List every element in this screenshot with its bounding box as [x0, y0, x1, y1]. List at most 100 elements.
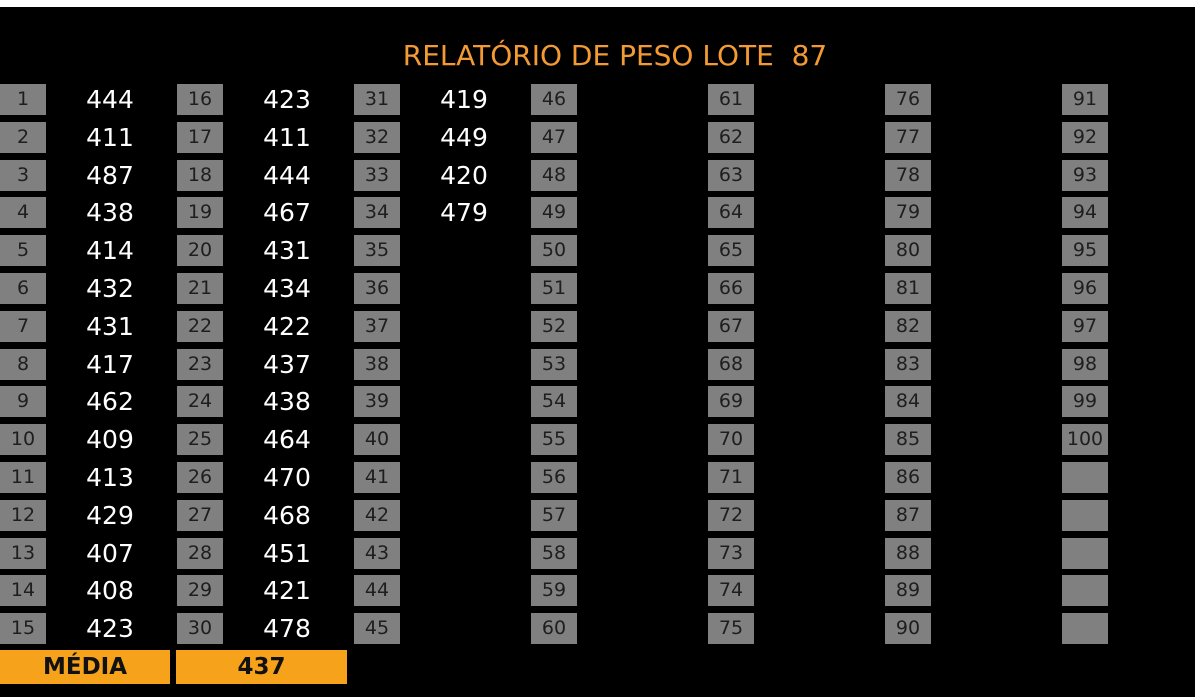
weight-value: 414	[86, 236, 134, 266]
index-cell: 80	[885, 235, 931, 267]
index-cell: 27	[177, 499, 223, 531]
index-cell: 34	[354, 197, 400, 229]
index-cell: 20	[177, 235, 223, 267]
report-screen: RELATÓRIO DE PESO LOTE 87 MÉDIA 437 1 444…	[0, 7, 1195, 697]
index-cell: 82	[885, 310, 931, 342]
index-cell: 29	[177, 575, 223, 607]
index-cell: 48	[531, 159, 577, 191]
index-cell: 49	[531, 197, 577, 229]
index-cell: 94	[1062, 197, 1108, 229]
index-cell: 96	[1062, 273, 1108, 304]
average-label: MÉDIA	[0, 650, 170, 684]
index-cell: 44	[354, 575, 400, 607]
index-cell: 92	[1062, 121, 1108, 153]
index-cell: 61	[708, 84, 754, 115]
index-cell: 59	[531, 575, 577, 607]
weight-value: 409	[86, 425, 134, 455]
index-cell: 43	[354, 537, 400, 569]
index-cell: 100	[1062, 424, 1108, 456]
index-cell: 53	[531, 348, 577, 380]
weight-value: 429	[86, 500, 134, 530]
index-cell: 37	[354, 310, 400, 342]
index-cell: 41	[354, 462, 400, 493]
empty-index-cell	[1062, 575, 1108, 607]
index-cell: 42	[354, 499, 400, 531]
index-cell: 3	[0, 159, 46, 191]
index-cell: 88	[885, 537, 931, 569]
empty-index-cell	[1062, 462, 1108, 493]
index-cell: 32	[354, 121, 400, 153]
weight-value: 434	[263, 274, 311, 303]
index-cell: 85	[885, 424, 931, 456]
weight-value: 479	[440, 198, 488, 228]
weight-value: 422	[263, 311, 311, 341]
weight-value: 462	[86, 387, 134, 417]
index-cell: 19	[177, 197, 223, 229]
index-cell: 5	[0, 235, 46, 267]
index-cell: 22	[177, 310, 223, 342]
weight-value: 417	[86, 349, 134, 379]
index-cell: 62	[708, 121, 754, 153]
index-cell: 78	[885, 159, 931, 191]
index-cell: 6	[0, 273, 46, 304]
weight-value: 438	[86, 198, 134, 228]
index-cell: 70	[708, 424, 754, 456]
weight-value: 411	[263, 122, 311, 152]
index-cell: 17	[177, 121, 223, 153]
empty-index-cell	[1062, 613, 1108, 645]
index-cell: 39	[354, 386, 400, 418]
index-cell: 50	[531, 235, 577, 267]
index-cell: 79	[885, 197, 931, 229]
index-cell: 2	[0, 121, 46, 153]
index-cell: 4	[0, 197, 46, 229]
index-cell: 75	[708, 613, 754, 645]
empty-index-cell	[1062, 499, 1108, 531]
index-cell: 69	[708, 386, 754, 418]
index-cell: 1	[0, 84, 46, 115]
weight-value: 413	[86, 463, 134, 492]
index-cell: 26	[177, 462, 223, 493]
weight-value: 423	[263, 85, 311, 114]
index-cell: 28	[177, 537, 223, 569]
weight-value: 478	[263, 614, 311, 644]
weight-value: 470	[263, 463, 311, 492]
index-cell: 74	[708, 575, 754, 607]
index-cell: 57	[531, 499, 577, 531]
index-cell: 36	[354, 273, 400, 304]
index-cell: 10	[0, 424, 46, 456]
index-cell: 25	[177, 424, 223, 456]
weight-value: 444	[263, 160, 311, 190]
weight-value: 467	[263, 198, 311, 228]
index-cell: 60	[531, 613, 577, 645]
weight-value: 411	[86, 122, 134, 152]
index-cell: 83	[885, 348, 931, 380]
index-cell: 68	[708, 348, 754, 380]
weight-value: 423	[86, 614, 134, 644]
weight-value: 421	[263, 576, 311, 606]
index-cell: 35	[354, 235, 400, 267]
index-cell: 91	[1062, 84, 1108, 115]
index-cell: 8	[0, 348, 46, 380]
weight-value: 438	[263, 387, 311, 417]
weight-value: 420	[440, 160, 488, 190]
index-cell: 15	[0, 613, 46, 645]
weight-value: 444	[86, 85, 134, 114]
index-cell: 77	[885, 121, 931, 153]
index-cell: 84	[885, 386, 931, 418]
index-cell: 93	[1062, 159, 1108, 191]
index-cell: 76	[885, 84, 931, 115]
index-cell: 63	[708, 159, 754, 191]
index-cell: 30	[177, 613, 223, 645]
weight-value: 407	[86, 538, 134, 568]
index-cell: 97	[1062, 310, 1108, 342]
index-cell: 11	[0, 462, 46, 493]
index-cell: 52	[531, 310, 577, 342]
index-cell: 38	[354, 348, 400, 380]
weight-value: 468	[263, 500, 311, 530]
index-cell: 47	[531, 121, 577, 153]
index-cell: 13	[0, 537, 46, 569]
index-cell: 64	[708, 197, 754, 229]
index-cell: 90	[885, 613, 931, 645]
index-cell: 89	[885, 575, 931, 607]
